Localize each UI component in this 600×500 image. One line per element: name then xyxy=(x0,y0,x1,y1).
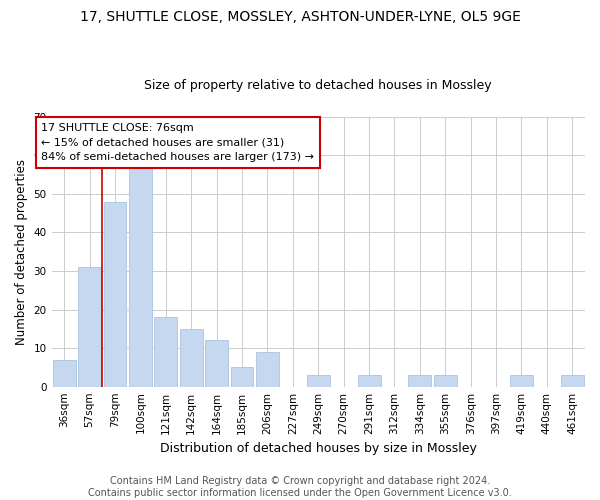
Y-axis label: Number of detached properties: Number of detached properties xyxy=(15,158,28,344)
Bar xyxy=(409,375,431,386)
Text: 17 SHUTTLE CLOSE: 76sqm
← 15% of detached houses are smaller (31)
84% of semi-de: 17 SHUTTLE CLOSE: 76sqm ← 15% of detache… xyxy=(41,122,314,162)
Bar xyxy=(154,318,177,386)
Bar xyxy=(510,375,533,386)
Bar xyxy=(53,360,76,386)
Bar xyxy=(129,167,152,386)
Bar xyxy=(307,375,330,386)
Bar xyxy=(358,375,380,386)
Title: Size of property relative to detached houses in Mossley: Size of property relative to detached ho… xyxy=(145,79,492,92)
Bar xyxy=(78,267,101,386)
Bar xyxy=(230,368,253,386)
Bar xyxy=(104,202,127,386)
Bar xyxy=(256,352,279,386)
Text: 17, SHUTTLE CLOSE, MOSSLEY, ASHTON-UNDER-LYNE, OL5 9GE: 17, SHUTTLE CLOSE, MOSSLEY, ASHTON-UNDER… xyxy=(80,10,520,24)
X-axis label: Distribution of detached houses by size in Mossley: Distribution of detached houses by size … xyxy=(160,442,477,455)
Bar xyxy=(434,375,457,386)
Bar xyxy=(561,375,584,386)
Bar xyxy=(180,329,203,386)
Bar xyxy=(205,340,228,386)
Text: Contains HM Land Registry data © Crown copyright and database right 2024.
Contai: Contains HM Land Registry data © Crown c… xyxy=(88,476,512,498)
